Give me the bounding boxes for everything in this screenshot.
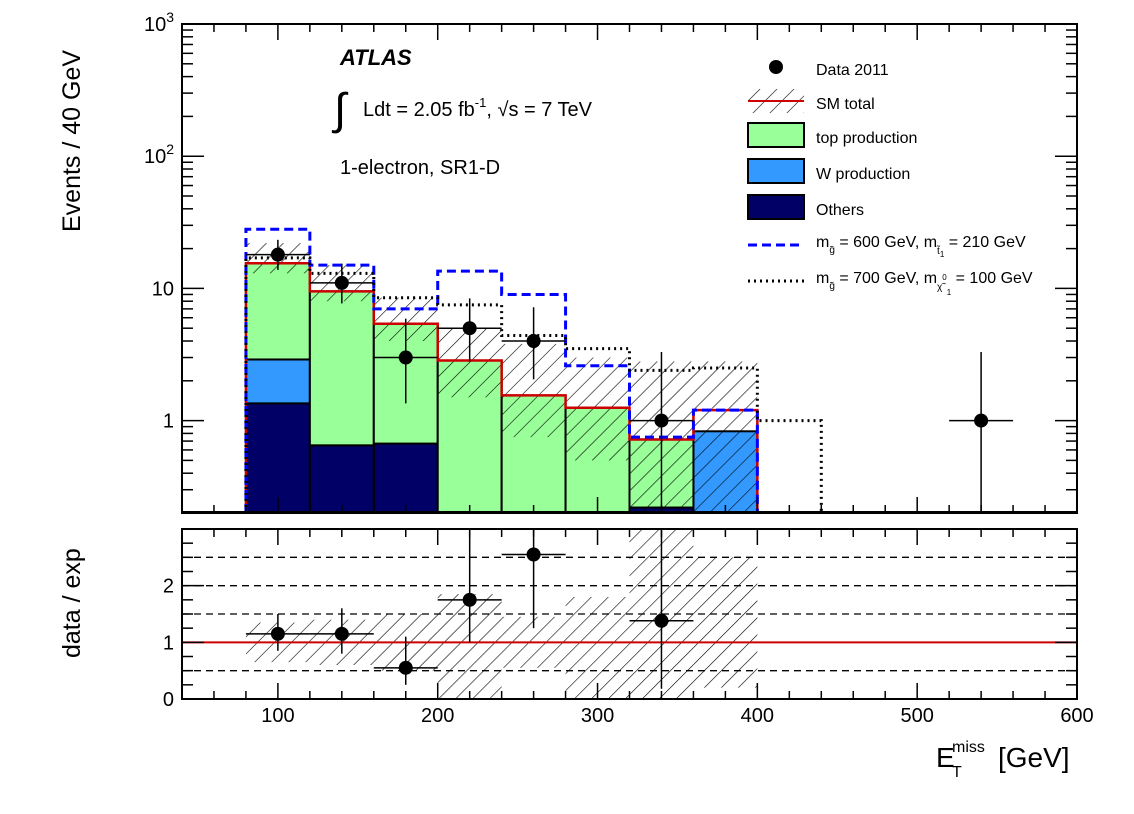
y-tick-label-1: 1	[163, 411, 174, 433]
y-axis-label-main: Events / 40 GeV	[58, 50, 86, 232]
sqrt-symbol: √	[497, 99, 508, 121]
data-point-0	[270, 247, 285, 262]
legend-signal-1-part-2: = 700 GeV, m	[835, 270, 937, 287]
y-tick-label-base-1: 1	[163, 411, 174, 433]
data-point-5	[654, 413, 669, 428]
ratio-data-layer	[245, 529, 694, 689]
stack-bar-2-1	[308, 290, 375, 447]
data-point-2	[398, 350, 413, 365]
integral-symbol: ∫	[331, 85, 349, 134]
stack-bar-0-2	[372, 442, 439, 513]
y-tick-label-base-1000: 10	[144, 14, 166, 36]
x-axis-label-main: E	[936, 742, 955, 773]
data-point-3	[462, 321, 477, 336]
stack-bar-0-1	[308, 444, 375, 513]
stack-bar-2-0	[244, 262, 311, 361]
legend-signal-0-part-2: = 600 GeV, m	[835, 234, 937, 251]
sm-uncertainty-band-7	[693, 361, 758, 513]
data-point-6	[974, 413, 989, 428]
ratio-uncertainty-band-7	[693, 557, 758, 688]
x-axis-label-unit: [GeV]	[998, 742, 1070, 773]
legend-label-others: Others	[816, 202, 864, 219]
main-fill-layer	[244, 243, 759, 513]
stack-bar-0-0	[244, 402, 311, 513]
legend-signal-0-part-0: m	[816, 234, 829, 251]
legend-signal-1-part-4: 0	[942, 273, 947, 282]
y-tick-label-sup-1000: 3	[166, 9, 174, 25]
data-point-4	[526, 334, 541, 349]
legend-signal-1-part-0: m	[816, 270, 829, 287]
legend-label-sm: SM total	[816, 96, 875, 113]
y-axis-label-ratio: data / exp	[58, 548, 86, 658]
legend-label-data: Data 2011	[816, 62, 889, 79]
legend-signal-1-part-6: = 100 GeV	[951, 270, 1033, 287]
ratio-fill-layer	[182, 529, 1077, 699]
experiment-label: ATLAS	[339, 45, 412, 70]
selection-label: 1-electron, SR1-D	[340, 157, 500, 179]
legend-box-top	[747, 122, 805, 148]
y-tick-label-10: 10	[152, 278, 174, 300]
y-tick-label-base-100: 10	[144, 146, 166, 168]
legend-signal-1-part-1: g̃	[829, 281, 835, 292]
x-tick-label-600: 600	[1060, 705, 1093, 727]
x-axis-label-sup: miss	[952, 739, 985, 756]
legend-signal-1-part-3: χ̃	[937, 282, 946, 293]
ratio-tick-label-1: 1	[163, 632, 174, 654]
legend-label-signal-0: mg̃ = 600 GeV, mt̃1 = 210 GeV	[816, 234, 1026, 259]
legend-label-signal-1: mg̃ = 700 GeV, mχ̃01 = 100 GeV	[816, 270, 1033, 297]
ratio-point-2	[398, 660, 413, 675]
x-axis-label-sub: T	[952, 764, 962, 781]
ratio-point-1	[334, 626, 349, 641]
y-tick-label-100: 102	[144, 141, 174, 168]
luminosity-label: Ldt = 2.05 fb-1, √s = 7 TeV	[363, 95, 593, 121]
legend-box-w	[747, 158, 805, 184]
luminosity-exponent: -1	[475, 95, 487, 110]
y-tick-label-base-10: 10	[152, 278, 174, 300]
ratio-point-3	[462, 592, 477, 607]
legend-signal-0-part-1: g̃	[829, 245, 835, 256]
legend-label-top: top production	[816, 130, 917, 147]
legend-label-w: W production	[816, 166, 910, 183]
ratio-point-5	[654, 613, 669, 628]
energy-text: s = 7 TeV	[508, 99, 592, 121]
x-tick-label-500: 500	[900, 705, 933, 727]
ratio-tick-label-2: 2	[163, 576, 174, 598]
luminosity-text: Ldt = 2.05 fb	[363, 99, 475, 121]
ratio-point-0	[270, 626, 285, 641]
legend-signal-1-part-5: 1	[947, 288, 952, 297]
legend-signal-0-part-3: t̃	[936, 245, 941, 257]
ratio-point-4	[526, 547, 541, 562]
y-tick-label-sup-100: 2	[166, 141, 174, 157]
x-tick-label-100: 100	[261, 705, 294, 727]
main-data-layer	[245, 239, 1014, 513]
signal-line-1	[244, 256, 823, 513]
legend-signal-0-part-4: 1	[940, 250, 945, 259]
x-tick-label-300: 300	[581, 705, 614, 727]
data-point-1	[334, 275, 349, 290]
legend: Data 2011 SM total top production W product…	[747, 60, 1033, 297]
legend-box-others	[747, 194, 805, 220]
signal-line-0	[244, 227, 822, 513]
y-tick-label-1000: 103	[144, 9, 174, 36]
stack-bar-1-0	[244, 358, 311, 405]
ratio-tick-label-0: 0	[163, 689, 174, 711]
legend-signal-0-part-5: = 210 GeV	[944, 234, 1026, 251]
x-axis-label: ETmiss [GeV]	[936, 739, 1070, 781]
x-tick-label-200: 200	[421, 705, 454, 727]
x-tick-label-400: 400	[741, 705, 774, 727]
legend-data-marker	[769, 60, 783, 74]
